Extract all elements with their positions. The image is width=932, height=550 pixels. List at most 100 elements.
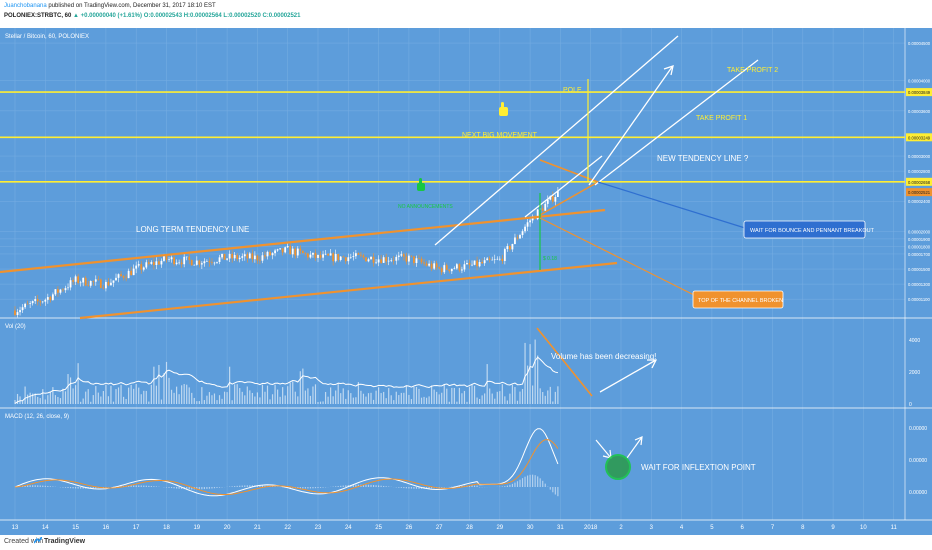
x-tick-label: 9 [831,525,835,531]
x-tick-label: 29 [496,525,503,531]
macd-histogram-bar [241,485,243,487]
candle-body [160,260,163,265]
candle-body [142,267,145,270]
macd-histogram-bar [44,485,46,487]
x-tick-label: 30 [527,525,534,531]
candle-body [105,281,107,289]
candle-body [269,251,271,256]
macd-histogram-bar [236,485,238,487]
candle-body [461,269,463,271]
volume-bar [14,399,16,404]
x-tick-label: 27 [436,525,443,531]
volume-bar [29,392,31,404]
candle-body [408,255,410,262]
macd-histogram-bar [211,487,213,489]
macd-histogram-bar [511,483,514,487]
created-with-text: Created with [4,538,44,545]
tradingview-brand[interactable]: TradingView [44,538,86,545]
y-level-badge [906,88,932,97]
candle-body [554,196,557,202]
channel-lower-line [79,261,618,320]
volume-bar [289,382,291,404]
volume-bar [360,390,362,404]
macd-histogram-bar [383,485,385,487]
horizontal-levels [0,91,905,183]
macd-histogram-bar [410,487,413,489]
macd-histogram-bar [304,487,306,489]
macd-histogram-bar [317,487,319,489]
candle-body [312,252,314,255]
volume-bar [443,384,445,404]
volume-bar [34,393,36,404]
candle-body [94,279,97,282]
volume-bar [165,361,168,404]
x-tick-label: 2018 [584,525,598,531]
x-tick-label: 7 [771,525,775,531]
volume-bar [107,396,110,404]
candle-body [271,253,274,256]
candle-body [135,265,138,269]
macd-histogram-bar [168,487,170,488]
author-link[interactable]: Juanchobanana [4,3,47,9]
candle-body [89,281,92,286]
volume-bar [176,386,178,404]
volume-bar [509,393,511,404]
candle-body [168,259,170,260]
volume-bar [418,388,420,404]
macd-histogram-bar [335,486,337,487]
macd-histogram-bar [80,487,82,489]
volume-bar [448,401,450,404]
volume-bar [380,393,382,404]
x-tick-label: 8 [801,525,805,531]
macd-histogram-bar [128,485,130,487]
candle-body [319,254,322,258]
volume-bar [322,401,324,404]
macd-histogram-bar [501,486,503,487]
volume-bar [115,389,117,404]
new-tendency-label: NEW TENDENCY LINE ? [657,154,749,163]
macd-histogram-bar [357,484,359,487]
macd-histogram-bar [378,485,380,487]
volume-bar [367,393,370,404]
volume-bar [203,400,205,404]
volume-bar [428,396,430,404]
bounce-callout-connector [597,181,746,229]
macd-histogram-bar [506,485,508,487]
volume-bar [433,389,435,404]
volume-bar [501,384,503,404]
volume-bar [473,385,476,404]
candle-body [514,237,516,244]
y-tick-label: 0.00002521 [908,190,931,195]
macd-tick-label: 0.00000 [909,490,927,496]
volume-bar [234,384,236,404]
candle-body [228,253,231,259]
candle-body [248,253,251,259]
candle-body [526,222,529,227]
candle-body [193,264,196,266]
volume-bar [357,382,359,404]
tendency-line-3 [594,59,759,186]
candle-body [360,254,362,256]
volume-bar [211,395,213,404]
volume-bar [183,384,185,404]
candle-body [236,255,239,260]
macd-histogram-bar [537,476,539,487]
volume-bar [355,397,357,404]
volume-bar [85,391,87,404]
candle-body [309,254,312,258]
volume-bar [370,392,372,404]
volume-ma-line [14,356,558,404]
volume-bar [312,386,314,404]
take-profit-arrow-line [588,66,673,186]
candle-body [536,209,539,220]
macd-histogram-bar [29,485,31,487]
volume-bar [256,392,258,404]
macd-histogram-bar [69,487,72,489]
macd-histogram-bar [519,479,521,487]
macd-histogram-bar [77,487,79,489]
volume-bar [511,384,514,404]
volume-bar [102,391,104,404]
candle-body [544,203,547,211]
candle-body [200,263,203,265]
macd-histogram-bar [176,487,178,489]
